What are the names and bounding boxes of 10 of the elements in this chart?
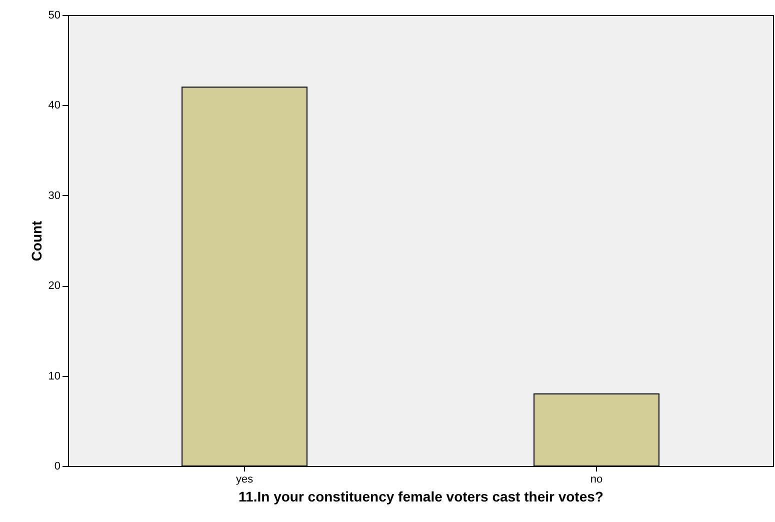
y-tick-label: 10 — [48, 370, 60, 382]
y-tick-label: 0 — [54, 460, 60, 472]
y-tick-label: 40 — [48, 100, 60, 112]
x-tick-label: yes — [236, 474, 254, 486]
y-tick-label: 20 — [48, 280, 60, 292]
y-tick-label: 30 — [48, 190, 60, 202]
x-axis-title: 11.In your constituency female voters cast their votes? — [238, 488, 604, 504]
x-tick-label: no — [590, 474, 603, 486]
y-tick-label: 50 — [48, 10, 60, 22]
y-axis-title: Count — [28, 220, 44, 262]
